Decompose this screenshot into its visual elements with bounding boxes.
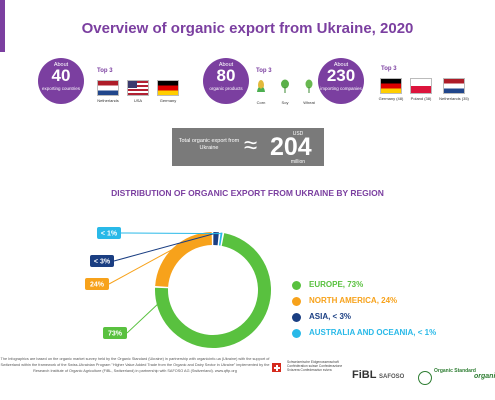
callout-pill-3 — [97, 227, 121, 239]
organicinfo-logo: organicinfo — [474, 373, 495, 380]
callout-pill-1 — [85, 278, 109, 290]
callout-line-0 — [126, 303, 159, 334]
about-label: About — [218, 62, 234, 68]
stat-products-circle: About 80 organic products — [203, 58, 249, 104]
top3-label: Top 3 — [256, 68, 272, 74]
legend-label-1: NORTH AMERICA, 24% — [309, 296, 398, 305]
legend-dot-0 — [292, 281, 301, 290]
corn-icon — [257, 80, 265, 92]
accent-bar — [0, 0, 5, 52]
callout-line-1 — [108, 248, 174, 285]
top3-label: Top 3 — [97, 68, 113, 74]
top-importer-germany: Germany (48) — [376, 78, 406, 101]
stat-countries-circle: About 40 exporting countries — [38, 58, 84, 104]
soy-icon — [281, 79, 289, 93]
unit-label: million — [290, 159, 306, 165]
poland-flag-icon — [410, 78, 432, 94]
top3-label: Top 3 — [381, 66, 397, 72]
top-country-usa: USA — [123, 80, 153, 103]
total-value: 204 — [270, 133, 312, 161]
organic-standard-icon — [418, 371, 432, 385]
callout-line-3 — [120, 232, 222, 235]
netherlands-flag-icon — [443, 78, 465, 94]
top-importer-netherlands: Netherlands (35) — [439, 78, 469, 101]
donut-slice-3 — [218, 232, 223, 246]
approx-sign: ≈ — [244, 132, 258, 159]
legend-label-0: EUROPE, 73% — [309, 280, 364, 289]
organic-standard-logo: Organic Standard — [434, 368, 476, 374]
safoso-logo: SAFOSO — [379, 374, 405, 380]
stat-caption: importing companies — [320, 86, 362, 91]
about-label: About — [53, 62, 69, 68]
chart-title: DISTRIBUTION OF ORGANIC EXPORT FROM UKRA… — [111, 188, 384, 198]
fibl-logo: FiBL — [352, 369, 377, 381]
total-label: Total organic export from Ukraine — [178, 138, 240, 151]
stat-companies-circle: About 230 importing companies — [318, 58, 364, 104]
top-product-wheat: Wheat — [294, 79, 324, 105]
legend-label-3: AUSTRALIA AND OCEANIA, < 1% — [309, 328, 437, 337]
callout-label-3: < 1% — [101, 231, 118, 238]
swiss-confederation-label: Schweizerische Eidgenossenschaft Confédé… — [287, 360, 343, 373]
stat-value: 80 — [216, 66, 236, 85]
stat-caption: organic products — [209, 86, 243, 91]
callout-line-2 — [113, 232, 217, 262]
page-title: Overview of organic export from Ukraine,… — [81, 20, 414, 37]
top-country-germany: Germany — [153, 80, 183, 103]
currency-label: USD — [292, 131, 304, 137]
legend-dot-1 — [292, 297, 301, 306]
top-product-soy: Soy — [270, 79, 300, 105]
callout-pill-2 — [90, 255, 114, 267]
donut-slice-2 — [213, 232, 219, 246]
callout-label-1: 24% — [90, 282, 105, 289]
stat-value: 40 — [51, 66, 71, 85]
top-product-corn: Corn — [246, 79, 276, 105]
callout-label-0: 73% — [108, 331, 123, 338]
top-importer-poland: Poland (38) — [406, 78, 436, 101]
stat-caption: exporting countries — [41, 86, 81, 91]
legend-label-2: ASIA, < 3% — [309, 312, 352, 321]
germany-flag-icon — [380, 78, 402, 94]
legend-dot-2 — [292, 313, 301, 322]
usa-flag-icon — [127, 80, 149, 96]
total-export-box: Total organic export from Ukraine ≈ USD … — [172, 128, 324, 166]
donut-slice-1 — [155, 232, 212, 287]
netherlands-flag-icon — [97, 80, 119, 96]
legend-dot-3 — [292, 329, 301, 338]
germany-flag-icon — [157, 80, 179, 96]
top-country-netherlands: Netherlands — [93, 80, 123, 103]
about-label: About — [333, 62, 349, 68]
callout-pill-0 — [103, 327, 127, 339]
stat-value: 230 — [326, 66, 356, 85]
callout-label-2: < 3% — [94, 259, 111, 266]
swiss-flag-icon — [272, 363, 281, 372]
wheat-icon — [305, 79, 313, 93]
footer-note: The Infographics are based on the organi… — [0, 357, 270, 373]
